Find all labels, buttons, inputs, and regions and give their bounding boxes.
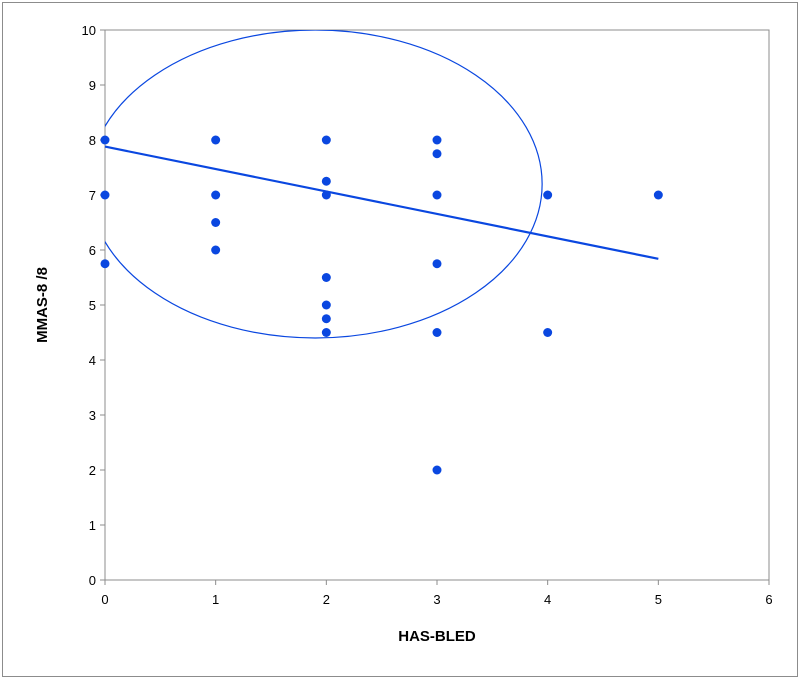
data-point: [211, 245, 221, 255]
x-tick-label: 1: [212, 592, 219, 607]
data-point: [211, 190, 221, 200]
y-tick-label: 3: [89, 408, 96, 423]
x-tick-label: 4: [544, 592, 551, 607]
data-point: [211, 135, 221, 145]
data-point: [100, 135, 110, 145]
data-point: [432, 135, 442, 145]
data-point: [100, 259, 110, 269]
data-point: [432, 190, 442, 200]
x-axis-title: HAS-BLED: [398, 628, 476, 645]
data-point: [432, 328, 442, 337]
annotations: [104, 30, 659, 339]
x-tick-label: 6: [765, 592, 772, 607]
trend-line: [104, 145, 659, 260]
y-tick-label: 4: [89, 353, 96, 368]
y-tick-label: 8: [89, 133, 96, 148]
data-point: [100, 190, 110, 200]
data-point: [211, 218, 221, 227]
data-point: [321, 176, 331, 186]
scatter-chart: 0 1 2 3 4 5 6 0 1 2 3 4 5 6 7 8 9 10 HAS-BLED MMAS-8 /8: [34, 23, 773, 645]
data-point: [321, 273, 331, 282]
plot-area: [104, 29, 770, 581]
y-tick-label: 7: [89, 188, 96, 203]
data-point: [321, 314, 331, 324]
x-tick-label: 0: [101, 592, 108, 607]
data-point: [321, 135, 331, 145]
y-tick-label: 1: [89, 518, 96, 533]
x-axis: 0 1 2 3 4 5 6: [101, 580, 773, 607]
data-point: [432, 465, 442, 475]
data-point: [432, 259, 442, 269]
y-tick-label: 10: [82, 23, 96, 38]
data-point: [543, 328, 553, 337]
data-point: [321, 328, 331, 337]
x-tick-label: 2: [323, 592, 330, 607]
plot-border: [104, 29, 770, 581]
y-tick-label: 0: [89, 573, 96, 588]
data-point: [432, 149, 442, 159]
y-tick-label: 2: [89, 463, 96, 478]
y-tick-label: 9: [89, 78, 96, 93]
x-tick-label: 3: [433, 592, 440, 607]
y-tick-label: 6: [89, 243, 96, 258]
confidence-ellipse: [105, 30, 543, 339]
y-axis-title: MMAS-8 /8: [34, 267, 51, 343]
y-tick-label: 5: [89, 298, 96, 313]
data-point: [321, 300, 331, 310]
data-point: [543, 190, 553, 200]
data-point: [321, 190, 331, 200]
y-axis: 0 1 2 3 4 5 6 7 8 9 10: [82, 23, 105, 588]
data-points: [100, 135, 663, 475]
data-point: [653, 190, 663, 200]
x-tick-label: 5: [655, 592, 662, 607]
